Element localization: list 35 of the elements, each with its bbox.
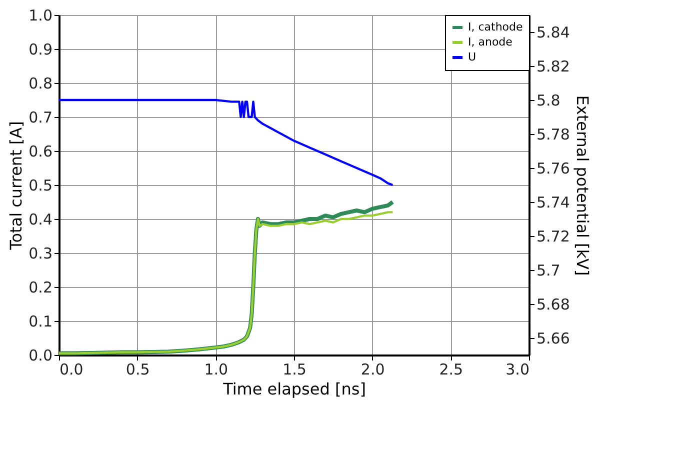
- y-tick-label: 0.9: [28, 40, 52, 58]
- legend-label: I, anode: [468, 36, 513, 48]
- x-tick-label: 2.5: [439, 360, 464, 378]
- x-tick-label: 1.0: [204, 360, 228, 378]
- x-tick-label: 0.0: [60, 360, 84, 378]
- y2-tick-label: 5.76: [536, 160, 570, 178]
- y2-tick-label: 5.74: [536, 194, 570, 212]
- y-tick-label: 0.1: [28, 312, 52, 330]
- y-tick-label: 0.0: [28, 346, 52, 364]
- y2-tick-label: 5.7: [536, 262, 560, 280]
- y2-tick-label: 5.78: [536, 126, 570, 144]
- y2-tick-label: 5.66: [536, 330, 570, 348]
- y-axis-title: Total current [A]: [6, 121, 26, 251]
- y2-tick-label: 5.68: [536, 296, 570, 314]
- y2-tick-label: 5.8: [536, 92, 560, 110]
- x-tick-label: 2.0: [360, 360, 385, 378]
- line-series: [58, 98, 394, 186]
- x-tick-label: 1.5: [282, 360, 306, 378]
- y-tick-label: 0.6: [28, 142, 52, 160]
- x-tick-label: 3.0: [506, 360, 530, 378]
- y-tick-label: 0.8: [28, 74, 52, 92]
- legend-label: I, cathode: [468, 20, 524, 34]
- legend-label: U: [468, 50, 476, 64]
- x-tick-label: 0.5: [126, 360, 150, 378]
- y2-tick-label: 5.72: [536, 228, 570, 246]
- y2-tick-label: 5.84: [536, 24, 570, 42]
- y2-tick-label: 5.82: [536, 58, 570, 76]
- y2-axis-title: External potential [kV]: [572, 95, 592, 276]
- y-tick-label: 1.0: [28, 6, 52, 24]
- y-tick-label: 0.7: [28, 108, 52, 126]
- y-tick-label: 0.3: [28, 244, 52, 262]
- y-tick-label: 0.5: [28, 176, 52, 194]
- y-tick-label: 0.4: [28, 210, 52, 228]
- y-tick-label: 0.2: [28, 278, 52, 296]
- x-axis-title: Time elapsed [ns]: [222, 380, 366, 398]
